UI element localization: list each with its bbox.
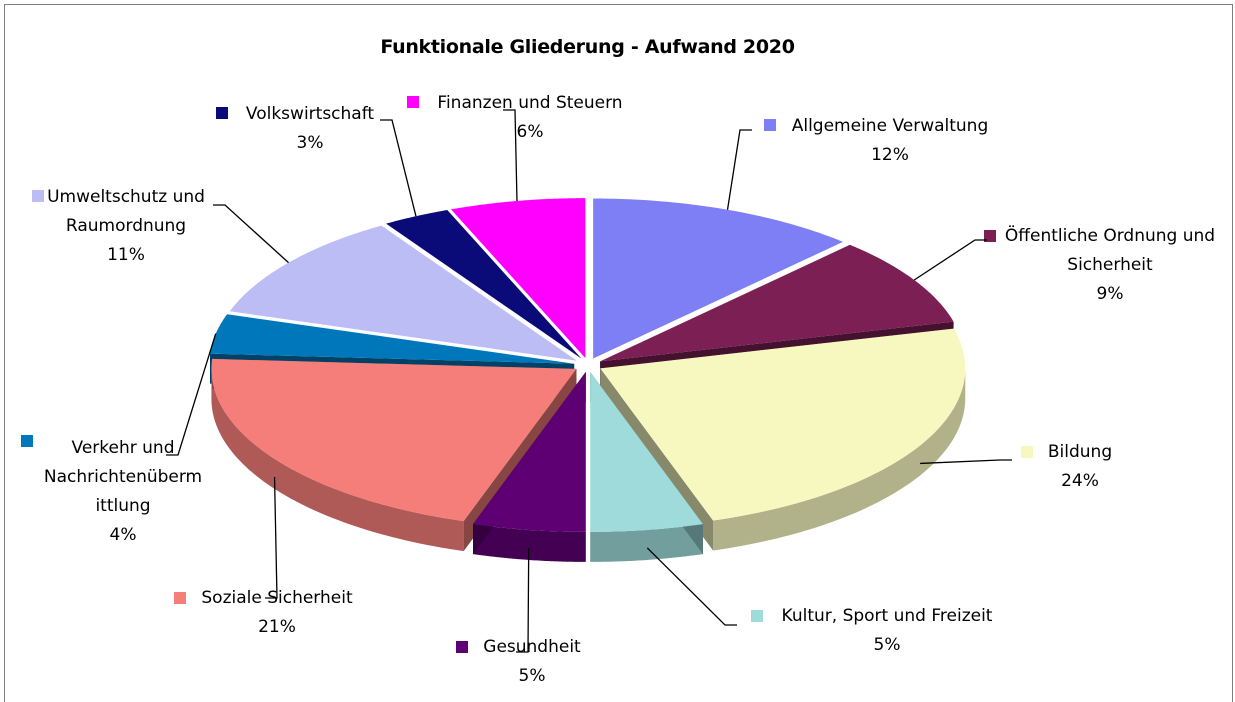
category-label: Finanzen und Steuern bbox=[437, 93, 623, 113]
leader-line bbox=[516, 547, 530, 653]
category-label: Kultur, Sport und Freizeit bbox=[781, 606, 993, 626]
slice bbox=[600, 244, 954, 362]
leader-line bbox=[265, 476, 278, 599]
category-label: Verkehr und Nachrichtenübermittlung bbox=[43, 438, 203, 516]
category-label: Soziale Sicherheit bbox=[201, 588, 353, 608]
leader-line bbox=[213, 204, 289, 264]
legend-key bbox=[1021, 446, 1033, 458]
slice-tops bbox=[209, 198, 966, 532]
value-label: 3% bbox=[296, 133, 324, 153]
data-label: Soziale Sicherheit 21% bbox=[182, 584, 372, 642]
legend-key bbox=[32, 190, 44, 202]
chart-frame bbox=[4, 4, 1233, 702]
slice bbox=[229, 225, 577, 361]
data-label: Volkswirtschaft 3% bbox=[230, 100, 390, 158]
category-label: Umweltschutz und Raumordnung bbox=[47, 187, 205, 236]
value-label: 24% bbox=[1061, 471, 1099, 491]
slice bbox=[473, 371, 586, 532]
slice-side bbox=[590, 524, 703, 562]
legend-key bbox=[407, 96, 419, 108]
value-label: 4% bbox=[109, 525, 137, 545]
leader-line bbox=[726, 129, 752, 210]
legend-key bbox=[216, 107, 228, 119]
slice bbox=[451, 198, 586, 359]
value-label: 5% bbox=[518, 666, 546, 686]
value-label: 12% bbox=[871, 145, 909, 165]
value-label: 5% bbox=[873, 635, 901, 655]
slice bbox=[600, 328, 966, 521]
legend-key bbox=[174, 592, 186, 604]
leader-line bbox=[920, 459, 1012, 465]
data-label: Bildung 24% bbox=[1025, 438, 1135, 496]
leader-line bbox=[913, 239, 987, 281]
data-label: Umweltschutz und Raumordnung 11% bbox=[21, 183, 231, 270]
legend-key bbox=[751, 610, 763, 622]
slice bbox=[209, 314, 575, 364]
chart-title: Funktionale Gliederung - Aufwand 2020 bbox=[380, 36, 795, 58]
data-label: Finanzen und Steuern 6% bbox=[420, 89, 640, 147]
category-label: Öffentliche Ordnung und Sicherheit bbox=[1004, 226, 1216, 275]
legend-key bbox=[764, 119, 776, 131]
legend-key bbox=[456, 641, 468, 653]
data-label: Allgemeine Verwaltung 12% bbox=[760, 112, 1020, 170]
slice-side bbox=[713, 368, 966, 551]
category-label: Volkswirtschaft bbox=[245, 104, 375, 124]
slice bbox=[386, 209, 582, 359]
data-label: Öffentliche Ordnung und Sicherheit 9% bbox=[985, 222, 1235, 309]
leader-line bbox=[503, 109, 518, 201]
category-label: Gesundheit bbox=[483, 637, 581, 657]
slice-side bbox=[211, 368, 464, 552]
leader-line bbox=[166, 333, 217, 456]
leader-line bbox=[646, 547, 737, 626]
value-label: 21% bbox=[258, 617, 296, 637]
value-label: 6% bbox=[516, 122, 544, 142]
category-label: Allgemeine Verwaltung bbox=[791, 116, 989, 136]
data-label: Kultur, Sport und Freizeit 5% bbox=[752, 602, 1022, 660]
value-label: 9% bbox=[1096, 284, 1124, 304]
slice bbox=[593, 198, 844, 359]
data-label: Verkehr und Nachrichtenübermittlung 4% bbox=[43, 434, 203, 550]
category-label: Bildung bbox=[1047, 442, 1113, 462]
legend-key bbox=[21, 435, 33, 447]
slice bbox=[211, 358, 577, 522]
value-label: 11% bbox=[107, 245, 145, 265]
slice-side bbox=[473, 524, 586, 562]
legend-key bbox=[984, 230, 996, 242]
slice bbox=[590, 371, 703, 532]
data-label: Gesundheit 5% bbox=[457, 633, 607, 691]
leader-line bbox=[380, 119, 417, 217]
